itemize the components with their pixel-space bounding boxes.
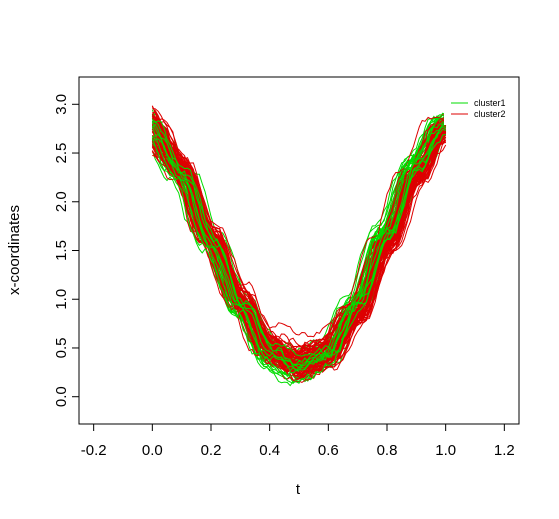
- curve-cluster1: [151, 112, 446, 381]
- y-axis: 0.0 0.5 1.0 1.5 2.0 2.5 3.0: [53, 94, 80, 407]
- y-tick-label: 1.5: [53, 240, 70, 261]
- x-tick-label: 1.2: [494, 442, 515, 459]
- x-tick-label: 0.6: [318, 442, 339, 459]
- curve-cluster1: [152, 119, 446, 381]
- curve-cluster1: [152, 119, 447, 378]
- curve-cluster2: [152, 125, 446, 371]
- curve-cluster1: [151, 114, 446, 372]
- curve-cluster1: [152, 120, 447, 373]
- curves-layer: [151, 105, 447, 387]
- y-tick-label: 0.0: [53, 386, 70, 407]
- legend-label-cluster2: cluster2: [474, 109, 506, 119]
- y-tick-label: 1.0: [53, 289, 70, 310]
- legend-label-cluster1: cluster1: [474, 98, 506, 108]
- curve-cluster2: [151, 123, 447, 372]
- y-tick-label: 0.5: [53, 338, 70, 359]
- curve-cluster1: [152, 128, 446, 371]
- x-axis: -0.2 0.0 0.2 0.4 0.6 0.8 1.0 1.2: [81, 423, 515, 459]
- legend-box: [444, 93, 518, 125]
- curve-cluster2: [151, 118, 446, 381]
- curve-cluster2: [151, 127, 447, 371]
- curve-cluster1: [151, 122, 446, 385]
- curve-cluster1: [151, 121, 446, 372]
- x-tick-label: 0.2: [201, 442, 222, 459]
- curve-cluster1: [152, 126, 447, 379]
- curve-cluster1: [151, 113, 447, 380]
- curve-cluster1: [151, 123, 447, 364]
- curve-cluster1: [152, 119, 447, 369]
- x-tick-label: -0.2: [81, 442, 107, 459]
- curve-cluster1: [151, 123, 446, 378]
- curve-cluster1: [151, 126, 447, 367]
- curve-cluster2: [151, 118, 446, 378]
- curve-cluster1: [151, 114, 447, 384]
- x-tick-label: 1.0: [435, 442, 456, 459]
- y-tick-label: 3.0: [53, 94, 70, 115]
- curve-cluster1: [152, 124, 447, 369]
- y-tick-label: 2.5: [53, 143, 70, 164]
- y-tick-label: 2.0: [53, 191, 70, 212]
- x-tick-label: 0.0: [142, 442, 163, 459]
- x-tick-label: 0.4: [259, 442, 280, 459]
- x-axis-label: t: [296, 481, 301, 498]
- curve-cluster2: [152, 118, 447, 377]
- curve-cluster1: [151, 123, 447, 369]
- curve-cluster2: [151, 116, 446, 380]
- x-tick-label: 0.8: [377, 442, 398, 459]
- y-axis-label: x-coordinates: [6, 205, 23, 295]
- curve-cluster2: [151, 123, 447, 371]
